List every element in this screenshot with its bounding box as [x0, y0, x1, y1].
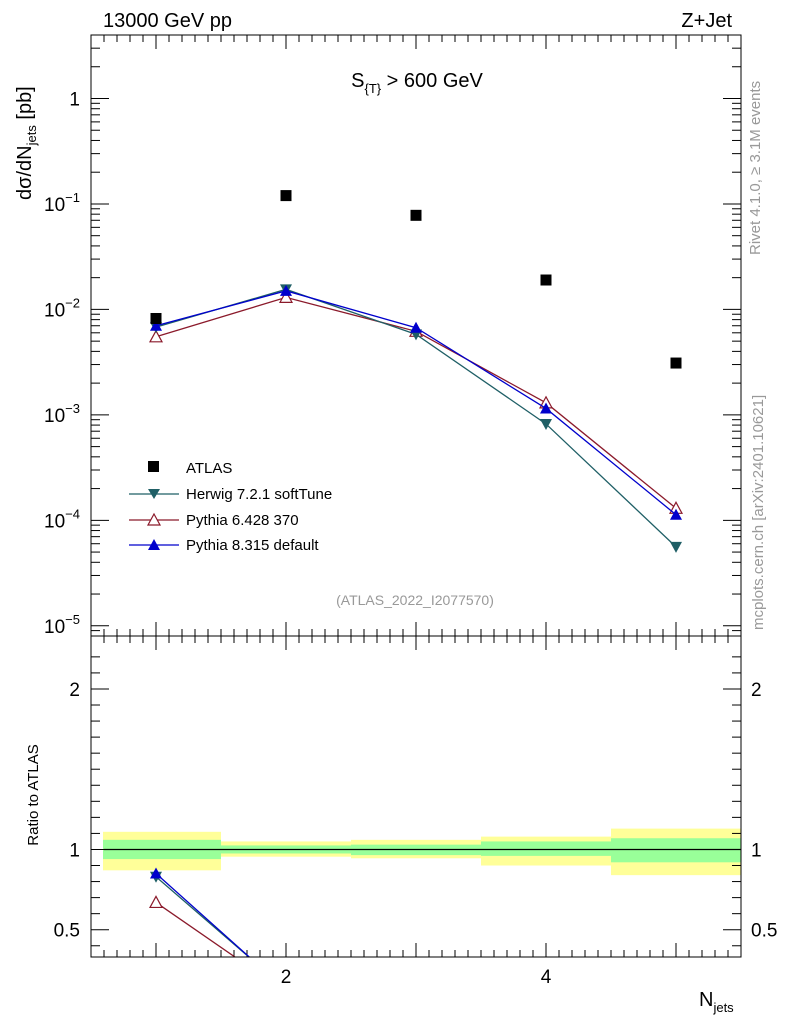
data-point-0-1 [280, 190, 292, 202]
legend-marker-pythia8 [148, 539, 160, 550]
data-point-0-4 [670, 357, 682, 369]
main-ylabel-rest: [pb] [14, 86, 36, 125]
main-ytick-label: 10−5 [44, 612, 80, 638]
ratio-band-inner [611, 838, 741, 863]
ratio-ytick-label-left: 1 [69, 840, 80, 861]
data-point-3-1 [280, 284, 292, 296]
legend-item-atlas: ATLAS [148, 460, 232, 477]
ratio-band-inner [481, 841, 611, 856]
main-ytick-label-exp: −3 [65, 401, 80, 416]
ratio-point-1-2 [410, 991, 422, 1002]
legend-label-herwig: Herwig 7.2.1 softTune [186, 486, 332, 503]
legend-label-pythia8: Pythia 8.315 default [186, 537, 319, 554]
ratio-line-2 [155, 873, 251, 957]
ratio-series [148, 867, 682, 1013]
main-ylabel-main: dσ/dN [14, 145, 36, 200]
header-left: 13000 GeV pp [103, 10, 232, 32]
axis-ticks: 10−510−410−310−210−112 40.5 0.51 12 2 [44, 34, 777, 988]
ratio-plot-frame [90, 635, 742, 958]
ratio-bands [103, 828, 741, 876]
ratio-ytick-label-right: 2 [751, 680, 762, 701]
ratio-point-2-0 [150, 867, 162, 879]
xtick-label: 2 [281, 967, 292, 988]
header-right: Z+Jet [681, 10, 732, 32]
xtick-label: 4 [541, 967, 552, 988]
plot-title-sub: {T} [364, 81, 381, 96]
data-point-2-1 [278, 290, 294, 303]
main-ytick-label-base: 10 [44, 617, 65, 638]
main-ytick-label: 10−4 [44, 506, 80, 532]
data-point-3-0 [150, 319, 162, 331]
data-point-0-2 [410, 209, 422, 221]
mcplots-info: mcplots.cern.ch [arXiv:2401.10621] [750, 395, 767, 630]
analysis-watermark: (ATLAS_2022_I2077570) [336, 592, 494, 608]
plot-title-main: S [351, 70, 364, 92]
ratio-point-0-2 [410, 993, 422, 1004]
ratio-point-0-3 [540, 998, 552, 1009]
ratio-ytick-label-left: 0.5 [54, 921, 80, 942]
main-ytick-label: 10−2 [44, 295, 80, 321]
main-ytick-label-exp: −2 [65, 295, 80, 310]
ratio-point-1-4 [670, 997, 682, 1008]
plot-title-rest: > 600 GeV [381, 70, 483, 92]
main-ylabel: dσ/dNjets [pb] [14, 86, 39, 200]
ratio-ylabel: Ratio to ATLAS [25, 744, 42, 845]
legend-item-pythia6: Pythia 6.428 370 [129, 512, 299, 529]
ratio-point-2-3 [540, 994, 552, 1005]
data-point-2-0 [148, 329, 164, 343]
legend-item-herwig: Herwig 7.2.1 softTune [129, 486, 332, 503]
data-point-0-0 [150, 312, 162, 324]
ratio-ytick-label-left: 2 [69, 680, 80, 701]
legend-label-pythia6: Pythia 6.428 370 [186, 512, 299, 529]
legend-marker-atlas [148, 461, 159, 472]
data-point-1-3 [540, 418, 552, 430]
ratio-ytick-label-right: 0.5 [751, 921, 777, 942]
legend: ATLAS Herwig 7.2.1 softTune Pythia 6.428… [129, 460, 332, 554]
legend-item-pythia8: Pythia 8.315 default [129, 537, 319, 554]
main-series [148, 190, 684, 553]
legend-label-atlas: ATLAS [186, 460, 232, 477]
data-point-1-4 [670, 541, 682, 553]
main-ytick-label-base: 10 [44, 511, 65, 532]
main-ytick-label-base: 10 [44, 406, 65, 427]
main-ytick-label-base: 10 [44, 300, 65, 321]
main-ylabel-sub: jets [24, 125, 39, 147]
x-axis-label: Njets [699, 989, 734, 1015]
rivet-info: Rivet 4.1.0, ≥ 3.1M events [747, 81, 764, 255]
ratio-point-1-0 [148, 895, 164, 909]
data-point-3-4 [670, 508, 682, 520]
data-point-3-3 [540, 402, 552, 414]
legend-marker-pythia6 [146, 512, 162, 526]
ratio-point-2-4 [670, 998, 682, 1009]
x-axis-label-sub: jets [712, 1000, 734, 1015]
ratio-point-0-4 [670, 1002, 682, 1013]
main-ytick-label-exp: −5 [65, 612, 80, 627]
data-point-3-2 [410, 321, 422, 333]
main-ytick-label-base: 10 [44, 195, 65, 216]
ratio-point-1-3 [540, 993, 552, 1004]
plot-title: S{T} > 600 GeV [351, 70, 483, 96]
main-ytick-label-exp: −1 [65, 190, 80, 205]
main-ytick-label-base: 1 [69, 89, 80, 110]
main-ytick-label-exp: −4 [65, 506, 80, 521]
ratio-ytick-label-right: 1 [751, 840, 762, 861]
main-ytick-label: 10−1 [44, 190, 80, 216]
main-ytick-label: 10−3 [44, 401, 80, 427]
legend-marker-herwig [148, 489, 160, 499]
main-ytick-label: 1 [69, 89, 80, 110]
x-axis-label-main: N [699, 989, 713, 1011]
ratio-point-2-2 [410, 990, 422, 1001]
data-point-0-3 [540, 274, 552, 286]
ratio-line-0 [155, 876, 250, 957]
